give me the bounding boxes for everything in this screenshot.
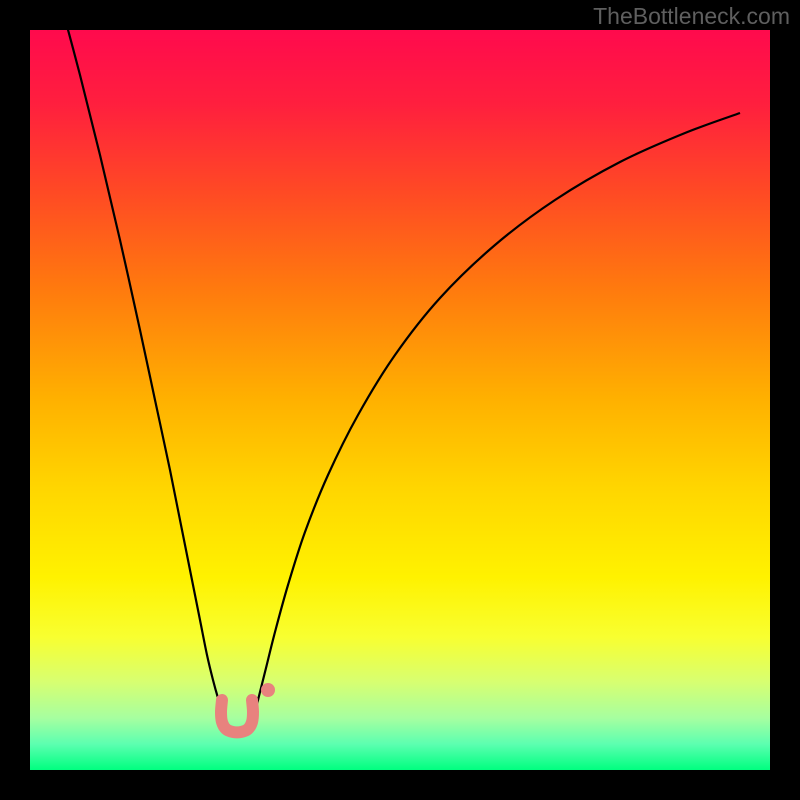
bottleneck-chart bbox=[0, 0, 800, 800]
gradient-background bbox=[30, 30, 770, 770]
chart-container: TheBottleneck.com bbox=[0, 0, 800, 800]
bottleneck-dot-marker bbox=[261, 683, 275, 697]
watermark-text: TheBottleneck.com bbox=[593, 3, 790, 30]
